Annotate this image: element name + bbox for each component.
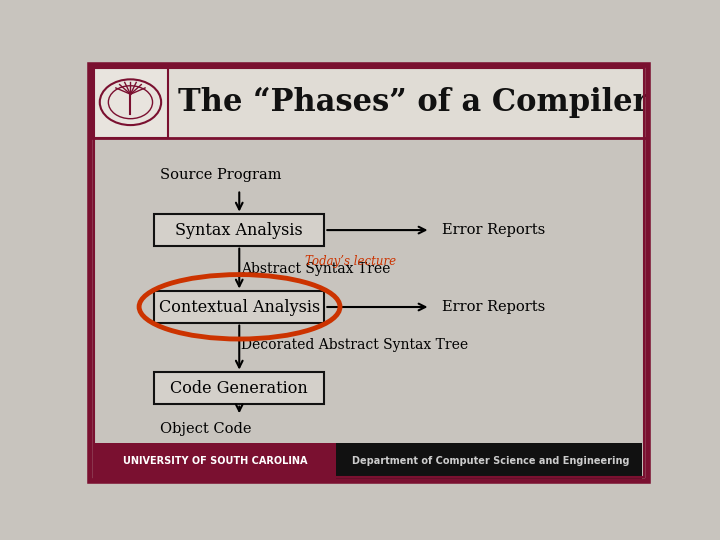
Text: Error Reports: Error Reports (441, 300, 545, 314)
Text: The “Phases” of a Compiler: The “Phases” of a Compiler (179, 86, 649, 118)
FancyBboxPatch shape (154, 292, 324, 322)
Text: Today’s lecture: Today’s lecture (305, 255, 396, 268)
FancyBboxPatch shape (154, 373, 324, 404)
Text: UNIVERSITY OF SOUTH CAROLINA: UNIVERSITY OF SOUTH CAROLINA (123, 456, 308, 466)
FancyBboxPatch shape (93, 67, 168, 138)
Text: Abstract Syntax Tree: Abstract Syntax Tree (240, 262, 390, 276)
FancyBboxPatch shape (93, 443, 336, 478)
Text: Contextual Analysis: Contextual Analysis (158, 299, 320, 315)
Text: Syntax Analysis: Syntax Analysis (176, 221, 303, 239)
Text: Code Generation: Code Generation (171, 380, 308, 396)
Text: Source Program: Source Program (160, 168, 282, 182)
FancyBboxPatch shape (154, 214, 324, 246)
FancyBboxPatch shape (336, 443, 642, 478)
Text: Department of Computer Science and Engineering: Department of Computer Science and Engin… (351, 456, 629, 466)
Text: Error Reports: Error Reports (441, 223, 545, 237)
FancyBboxPatch shape (93, 67, 645, 138)
Text: Object Code: Object Code (160, 422, 251, 436)
Text: Decorated Abstract Syntax Tree: Decorated Abstract Syntax Tree (240, 338, 468, 352)
